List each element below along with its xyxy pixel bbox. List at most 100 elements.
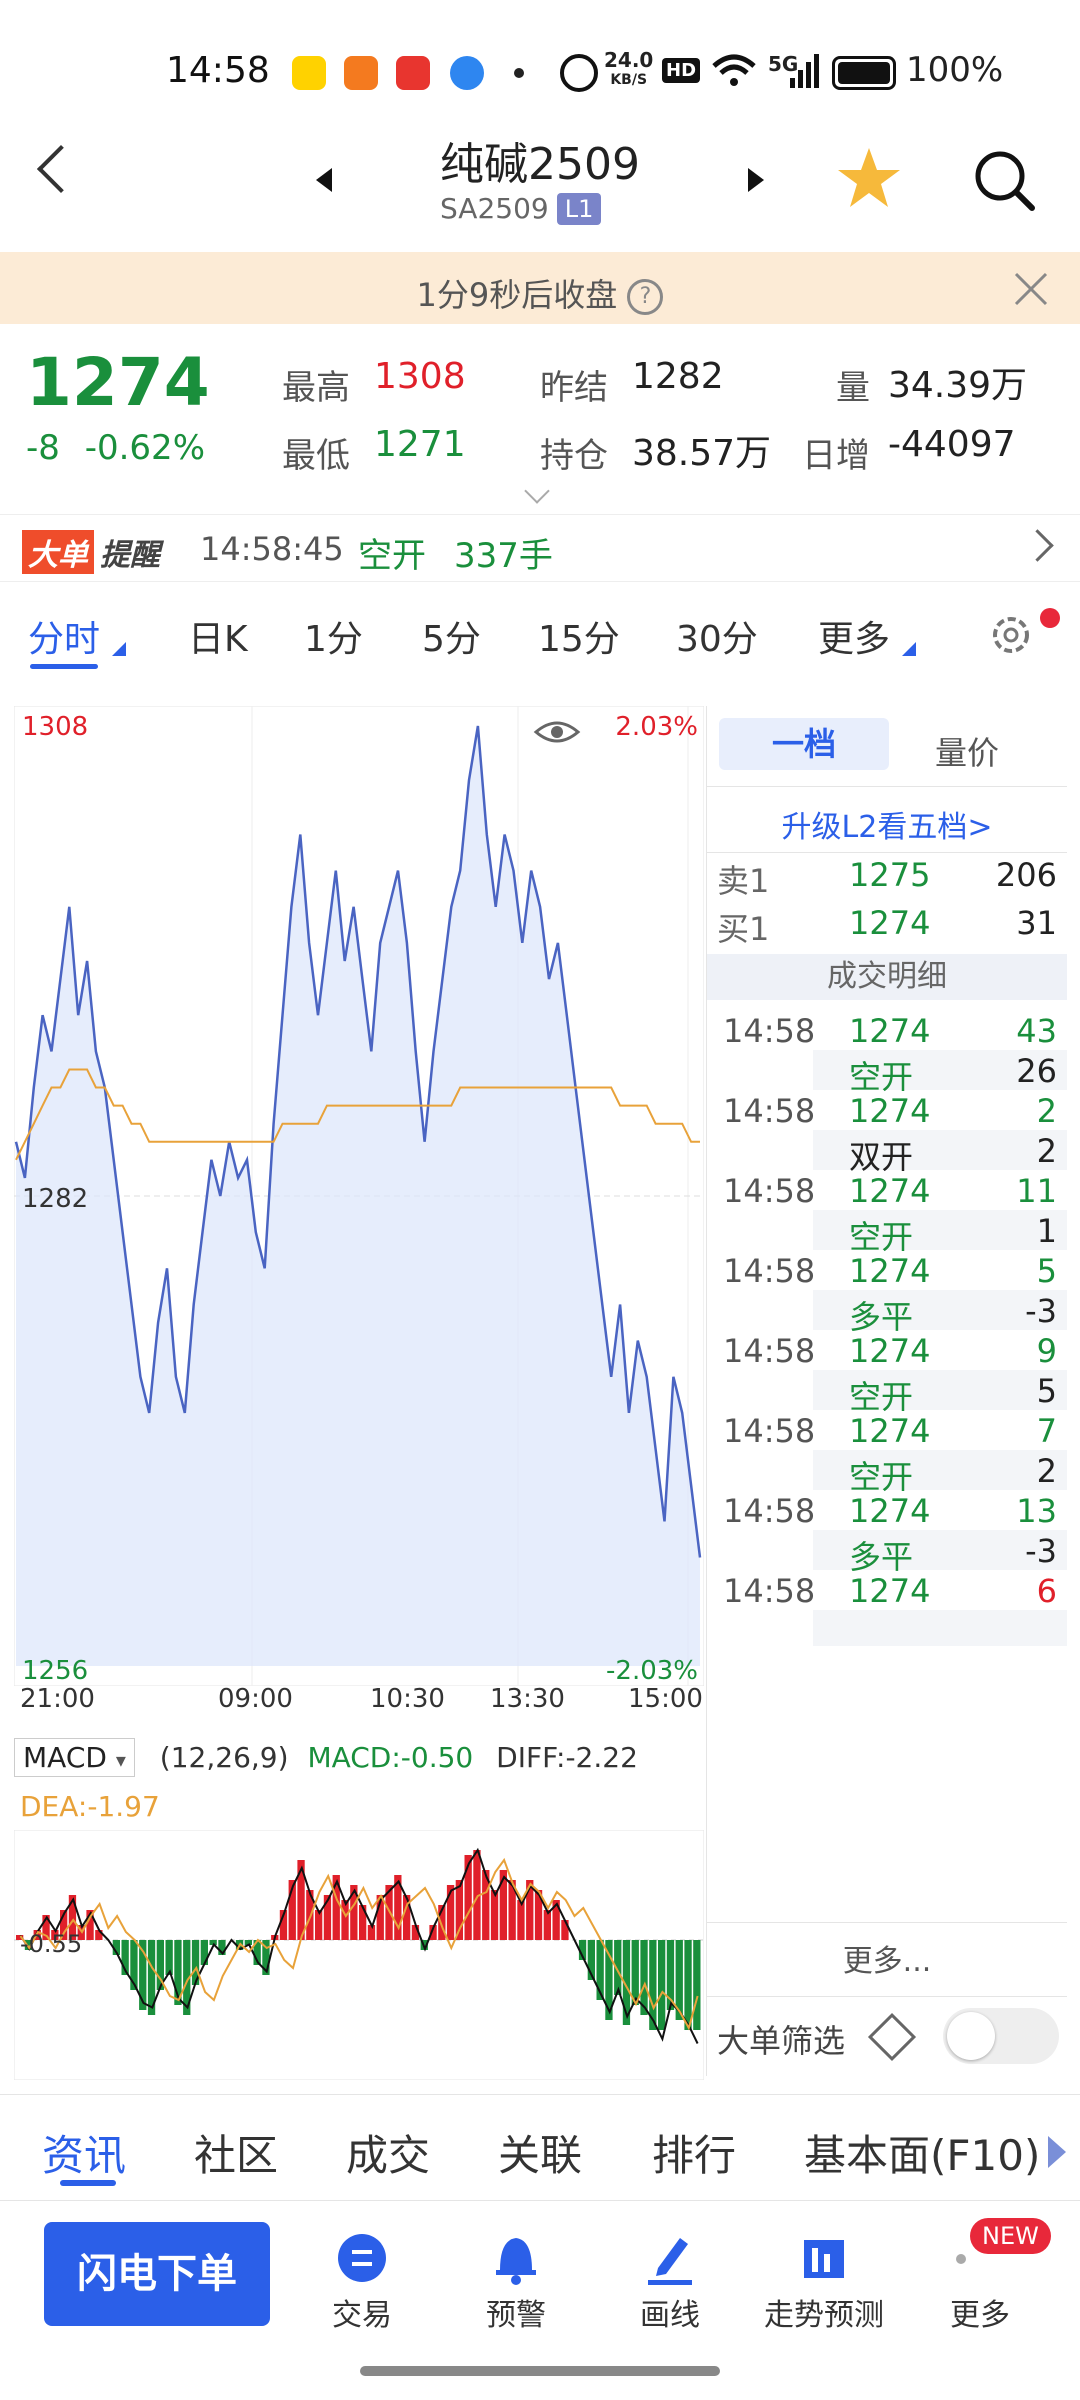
trade-time: 14:58 [723,1332,816,1370]
macd-bar [578,1940,587,1960]
tab-level1[interactable]: 一档 [719,718,889,770]
home-indicator[interactable] [360,2366,720,2376]
trade-qty: 11 [1016,1172,1057,1210]
nav-more-label[interactable]: 更多 [950,2298,1010,2333]
trade-qty: 13 [1016,1492,1057,1530]
tab-intraday[interactable]: 分时 [28,619,101,660]
star-icon[interactable] [836,146,902,210]
trade-price: 1274 [849,1012,931,1050]
eye-icon[interactable] [532,714,582,750]
meituan-icon [292,56,326,90]
notification-dot [1040,608,1060,628]
gear-icon[interactable] [986,610,1036,660]
big-order-alert-row[interactable] [0,514,1080,582]
tab-ranking[interactable]: 排行 [652,2131,737,2180]
prev-contract-icon[interactable] [316,168,332,192]
wifi-icon [712,54,756,86]
price-area [16,726,700,1666]
trades-list[interactable]: 14:58 1274 43 空开 26 14:58 1274 2 双开 2 14:58 1274 11 空… [707,1006,1067,1646]
filter-icon [867,2012,917,2062]
macd-bar [587,1940,595,1980]
y-mid-label: 1282 [22,1184,89,1214]
tab-daily-k[interactable]: 日K [188,619,248,660]
back-icon[interactable] [36,144,86,194]
gift-icon [344,56,378,90]
trade-oi-change: 2 [1036,1132,1057,1170]
trade-qty: 6 [1036,1572,1057,1610]
help-icon[interactable]: ? [627,279,664,315]
alert-type: 空开 [358,536,426,576]
tab-related[interactable]: 关联 [498,2131,583,2180]
bell-icon[interactable] [490,2230,542,2286]
more-dots-icon[interactable] [956,2254,966,2264]
trade-time: 14:58 [723,1412,816,1450]
macd-bar [640,1940,648,2015]
more-trades-link[interactable]: 更多... [842,1944,932,1979]
nav-forecast-label[interactable]: 走势预测 [764,2298,884,2333]
trade-row: 14:58 1274 13 多平 -3 [707,1486,1067,1576]
nav-trade-label[interactable]: 交易 [332,2298,392,2333]
macd-chart[interactable]: -0.55 [13,1829,705,2081]
tab-community[interactable]: 社区 [194,2131,279,2180]
tab-5min[interactable]: 5分 [422,619,481,660]
big-filter-toggle[interactable] [943,2008,1059,2064]
close-icon[interactable] [1014,272,1048,306]
macd-bar [490,1890,499,1940]
macd-selector[interactable]: MACD ▾ [14,1738,135,1777]
draw-line-icon[interactable] [644,2230,696,2286]
nav-alert-label[interactable]: 预警 [486,2298,546,2333]
macd-bar [658,1940,666,2030]
trade-icon[interactable] [338,2234,386,2282]
alert-qty: 337手 [454,536,553,576]
macd-bar [675,1940,683,2020]
trade-qty: 9 [1036,1332,1057,1370]
tab-30min[interactable]: 30分 [676,619,758,660]
ask-qty: 206 [995,856,1057,894]
upgrade-link[interactable]: 升级L2看五档> [781,810,993,845]
next-contract-icon[interactable] [748,168,764,192]
last-price: 1274 [26,344,210,421]
tab-fundamentals[interactable]: 基本面(F10) [804,2131,1041,2180]
divider [0,2200,1080,2201]
bid-label: 买1 [717,910,770,948]
macd-bar [297,1860,305,1940]
trade-price: 1274 [849,1252,931,1290]
intraday-chart[interactable]: 1308 2.03% 1282 1256 -2.03% [14,706,704,1686]
macd-bar [394,1875,402,1940]
scroll-right-icon[interactable] [1048,2136,1066,2168]
macd-bar [614,1940,622,1995]
bid-qty: 31 [1016,904,1057,942]
tab-volume-price[interactable]: 量价 [935,734,1000,772]
trade-type: 空开 [849,1058,914,1096]
divider [707,1996,1067,1997]
expand-chevron-icon[interactable] [524,478,550,504]
nav-draw-label[interactable]: 画线 [640,2298,700,2333]
tab-dropdown-icon [112,642,126,656]
macd-bar [165,1940,173,1975]
tab-trades[interactable]: 成交 [346,2131,431,2180]
divider [707,1922,1067,1923]
forecast-icon[interactable] [798,2230,850,2286]
battery-icon [832,56,896,90]
macd-bar [455,1880,463,1940]
macd-bar [332,1875,340,1940]
dot-icon [514,68,524,78]
page-title: 纯碱2509 [440,139,640,190]
x-tick-4: 15:00 [628,1684,703,1714]
macd-bar [156,1940,164,1990]
big-filter-label: 大单筛选 [717,2022,846,2060]
macd-bar [367,1925,376,1940]
macd-bar [288,1880,296,1940]
trade-oi-change: 2 [1036,1452,1057,1490]
macd-axis-label: -0.55 [20,1930,83,1958]
macd-bar [684,1940,692,2030]
search-icon[interactable] [972,148,1038,214]
tab-news[interactable]: 资讯 [42,2131,127,2180]
trade-price: 1274 [849,1332,931,1370]
tab-15min[interactable]: 15分 [538,619,620,660]
tab-more[interactable]: 更多 [818,619,891,660]
trade-row: 14:58 1274 7 空开 2 [707,1406,1067,1496]
tab-1min[interactable]: 1分 [304,619,363,660]
trade-qty: 7 [1036,1412,1057,1450]
flash-order-button[interactable]: 闪电下单 [44,2222,270,2326]
